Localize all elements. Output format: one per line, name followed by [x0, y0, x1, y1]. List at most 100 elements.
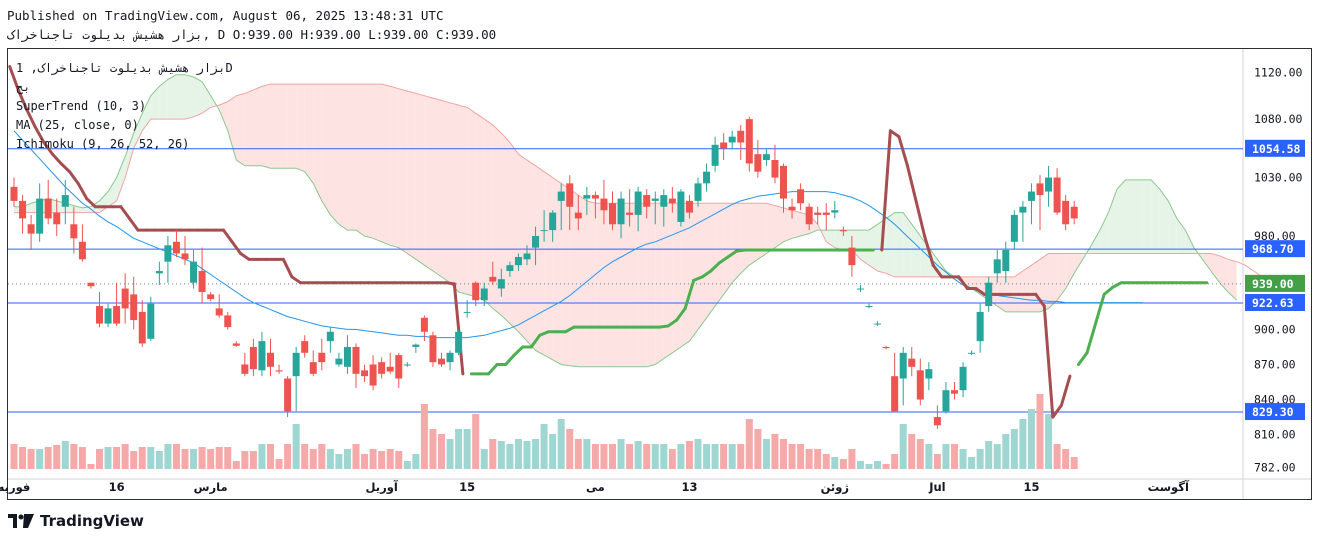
supertrend-line-segment [1085, 322, 1098, 355]
volume-bar [908, 434, 916, 469]
ichimoku-cloud-segment [1134, 179, 1143, 254]
x-tick-label: 16 [109, 480, 125, 494]
candle-body [762, 154, 770, 161]
supertrend-line-segment [897, 135, 909, 168]
ichimoku-cloud-segment [176, 74, 185, 120]
y-tick-label: 1080.00 [1254, 112, 1303, 126]
candle-body [891, 376, 899, 412]
candle-body [574, 212, 582, 219]
ichimoku-cloud-segment [116, 156, 126, 201]
candle-body [284, 378, 292, 412]
candle-body [429, 335, 437, 363]
candle-body [805, 206, 813, 225]
candle-body [267, 352, 274, 367]
volume-bar [651, 444, 659, 469]
legend-supertrend[interactable]: SuperTrend (10, 3) [16, 99, 147, 113]
volume-bar [19, 447, 27, 469]
legend-ma[interactable]: MA (25, close, 0) [16, 118, 139, 132]
volume-bar [942, 444, 950, 469]
candle-body [839, 230, 847, 232]
ichimoku-cloud-segment [749, 203, 758, 266]
volume-bar [523, 441, 531, 469]
ichimoku-cloud-segment [509, 142, 519, 332]
ichimoku-cloud-segment [347, 84, 356, 231]
ichimoku-cloud-segment [1228, 259, 1237, 301]
volume-bar [968, 457, 976, 469]
x-tick-label: می [586, 480, 605, 494]
volume-bar [1036, 394, 1044, 469]
ichimoku-cloud-segment [672, 203, 681, 353]
volume-bar [976, 449, 984, 469]
ichimoku-cloud-segment [629, 203, 639, 367]
volume-bar [130, 451, 138, 469]
ichimoku-cloud-segment [356, 84, 365, 236]
supertrend-line-segment [512, 345, 525, 357]
volume-bar [241, 451, 249, 469]
supertrend-line-segment [221, 228, 234, 244]
tradingview-logo[interactable]: TradingView [8, 512, 144, 530]
volume-bar [10, 444, 18, 469]
ichimoku-cloud-segment [321, 84, 331, 215]
volume-bar [805, 449, 813, 469]
ichimoku-cloud-segment [159, 79, 168, 120]
volume-bar [386, 449, 394, 469]
candle-body [1070, 206, 1078, 219]
ichimoku-cloud-segment [1040, 253, 1049, 312]
ichimoku-cloud-segment [869, 224, 878, 272]
volume-bar [574, 439, 582, 469]
candle-body [318, 352, 326, 363]
ichimoku-cloud-segment [219, 101, 228, 131]
volume-bar [96, 449, 103, 469]
candle-body [985, 282, 993, 307]
volume-bar [916, 439, 924, 469]
ichimoku-cloud-segment [1099, 212, 1109, 254]
volume-bar [754, 429, 762, 469]
ichimoku-cloud-segment [621, 203, 630, 367]
price-label-text: 1054.58 [1252, 142, 1301, 156]
ichimoku-cloud-segment [1091, 230, 1100, 254]
chart-frame[interactable] [7, 48, 1312, 500]
price-label-badge [1245, 240, 1305, 258]
candle-body [343, 346, 351, 367]
supertrend-line-segment [68, 170, 80, 185]
volume-bar [1019, 419, 1027, 469]
candle-body [514, 256, 522, 266]
candle-body [754, 154, 762, 172]
ichimoku-cloud-segment [1159, 189, 1169, 254]
candle-body [1002, 249, 1010, 272]
candle-body [292, 352, 300, 377]
ichimoku-cloud-segment [689, 203, 698, 342]
volume-bar [352, 444, 360, 469]
candle-body [634, 191, 642, 215]
ichimoku-cloud-segment [407, 91, 416, 260]
ichimoku-cloud-segment [424, 95, 433, 272]
volume-bar [207, 449, 215, 469]
volume-bar [361, 454, 369, 469]
ichimoku-cloud-segment [261, 84, 271, 169]
legend-ichimoku[interactable]: Ichimoku (9, 26, 52, 26) [16, 137, 190, 151]
y-tick-label: 810.00 [1254, 428, 1296, 442]
price-label-text: 829.30 [1252, 405, 1294, 419]
volume-bar [514, 439, 522, 469]
ichimoku-cloud-segment [1065, 253, 1075, 289]
ichimoku-cloud-segment [330, 84, 339, 225]
candle-body [703, 171, 711, 184]
ichimoku-cloud-segment [518, 154, 527, 342]
candle-body [771, 160, 779, 178]
volume-bar [643, 444, 651, 469]
supertrend-line-segment [726, 249, 738, 259]
volume-bar [694, 439, 702, 469]
volume-bar [737, 444, 745, 469]
ichimoku-cloud-segment [860, 230, 869, 266]
volume-bar [788, 444, 796, 469]
ichimoku-cloud-segment [150, 86, 160, 120]
supertrend-line-segment [16, 88, 29, 112]
supertrend-line-segment [119, 205, 131, 220]
candle-body [951, 390, 958, 394]
supertrend-line-segment [563, 325, 576, 334]
ichimoku-cloud-segment [1151, 179, 1160, 254]
ichimoku-cloud-segment [561, 183, 570, 366]
candle-body [660, 195, 668, 207]
ichimoku-cloud-segment [1125, 179, 1135, 254]
